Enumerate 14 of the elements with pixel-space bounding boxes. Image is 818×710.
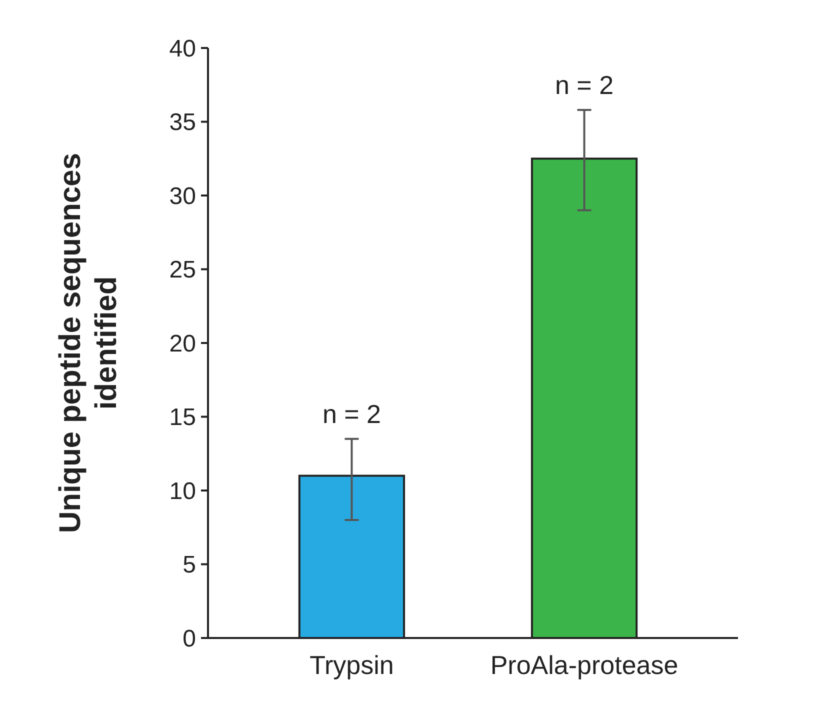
annotation: n = 2 [322, 398, 381, 429]
y-tick-label: 35 [169, 109, 196, 136]
y-tick-label: 40 [169, 35, 196, 62]
y-tick-label: 0 [182, 625, 196, 652]
x-tick-label: Trypsin [310, 650, 394, 680]
y-tick-label: 20 [169, 330, 196, 358]
y-tick-label: 15 [169, 404, 196, 432]
y-axis-title: Unique peptide sequences identified [54, 152, 123, 534]
y-tick-label: 10 [169, 478, 196, 505]
x-tick-label: ProAla-protease [490, 650, 678, 680]
annotation: n = 2 [555, 70, 614, 100]
y-tick-label: 25 [169, 256, 196, 284]
y-tick-label: 30 [169, 182, 196, 210]
y-tick-label: 5 [182, 552, 196, 579]
